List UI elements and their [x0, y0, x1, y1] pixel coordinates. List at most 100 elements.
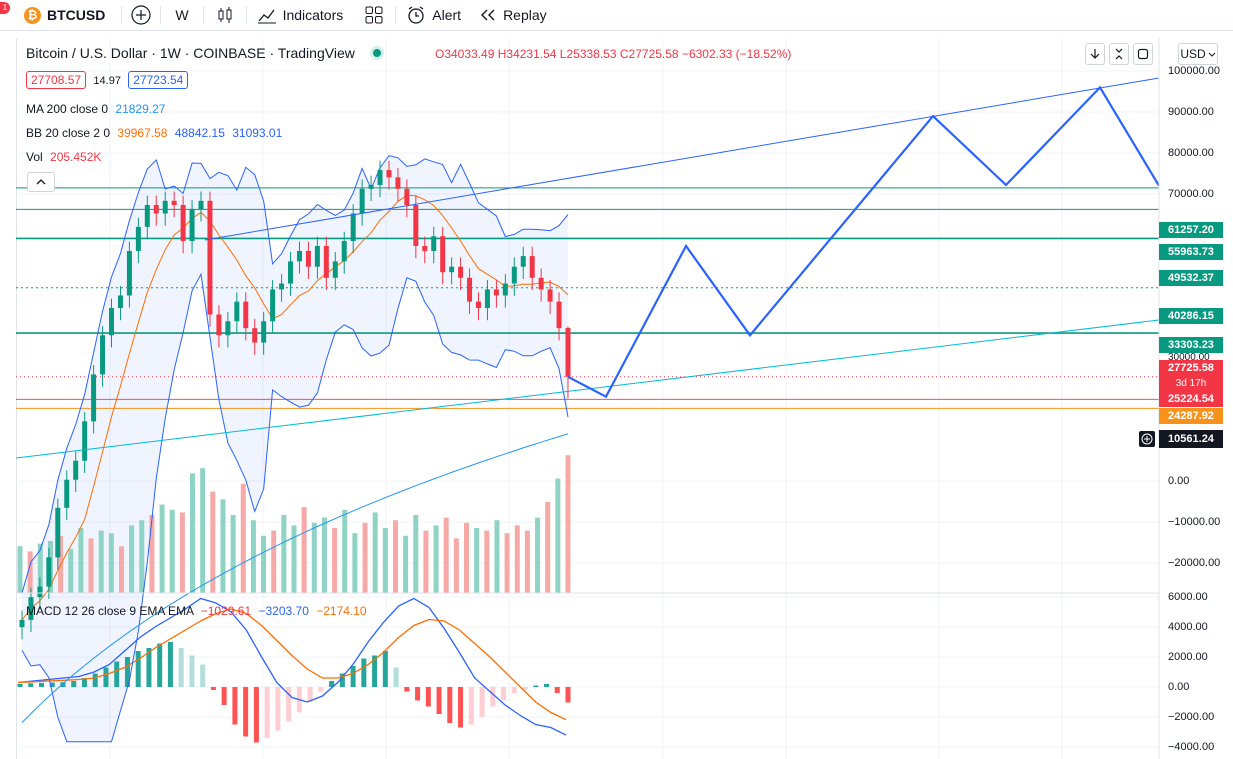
level-tag[interactable]: 40286.15	[1159, 308, 1223, 324]
drawing-tools-strip	[0, 38, 17, 759]
bollinger-lower	[21, 272, 569, 743]
macd-bar	[554, 687, 560, 693]
macd-bar	[511, 687, 517, 693]
candle	[341, 241, 347, 262]
macd-bar	[232, 687, 238, 725]
volume-bars	[17, 455, 571, 593]
volume-bar	[565, 455, 571, 593]
chart-type-button[interactable]	[204, 0, 246, 30]
symbol-title: Bitcoin / U.S. Dollar · 1W · COINBASE · …	[26, 45, 355, 61]
macd-legend[interactable]: MACD 12 26 close 9 EMA EMA −1029.61 −320…	[26, 604, 367, 618]
candle	[386, 170, 392, 178]
candle	[46, 557, 52, 587]
market-status-icon	[372, 49, 381, 57]
ohlc-close: C27725.58	[619, 47, 679, 61]
volume-bar	[200, 468, 206, 593]
candle	[126, 250, 132, 296]
level-tag[interactable]: 49532.37	[1159, 270, 1223, 286]
vol-label: Vol	[26, 150, 43, 164]
add-level-button[interactable]	[1139, 431, 1155, 447]
candle	[556, 301, 562, 329]
candle	[270, 289, 276, 322]
ma-legend[interactable]: MA 200 close 0 21829.27	[26, 102, 165, 116]
candles	[19, 160, 571, 640]
candle	[431, 236, 437, 251]
candle	[261, 321, 267, 343]
level-tag[interactable]: 55963.73	[1159, 244, 1223, 260]
currency-label: USD	[1180, 47, 1206, 61]
currency-dropdown[interactable]: USD	[1178, 43, 1218, 65]
top-toolbar: 1 ₿ BTCUSD W Indicators Alert Replay	[0, 0, 1233, 31]
macd-bar	[350, 666, 356, 687]
level-tag[interactable]: 61257.20	[1159, 222, 1223, 238]
layout-button[interactable]	[353, 0, 395, 30]
candle	[296, 250, 302, 262]
indicators-button[interactable]: Indicators	[247, 0, 354, 30]
candle	[189, 209, 195, 242]
trendline-upper[interactable]	[204, 77, 1160, 241]
macd-bar	[458, 687, 464, 728]
macd-bar	[361, 658, 367, 687]
signal-line	[17, 608, 567, 721]
notification-badge[interactable]: 1	[0, 2, 10, 14]
candle	[314, 245, 320, 267]
candle	[162, 200, 168, 214]
volume-bar	[281, 515, 287, 593]
macd-axis-label: 0.00	[1168, 681, 1190, 693]
bb-legend[interactable]: BB 20 close 2 0 39967.58 48842.15 31093.…	[26, 126, 282, 140]
volume-bar	[108, 533, 114, 593]
macd-bar	[167, 642, 173, 687]
volume-bar	[453, 538, 459, 593]
buy-price-button[interactable]: 27723.54	[128, 71, 189, 89]
candle	[359, 188, 365, 214]
volume-bar	[17, 546, 23, 593]
macd-bar	[60, 682, 66, 687]
ma-value: 21829.27	[115, 102, 166, 116]
vol-legend[interactable]: Vol 205.452K	[26, 150, 101, 164]
candle	[82, 421, 88, 461]
alert-button[interactable]: Alert	[396, 0, 471, 30]
level-tag[interactable]: 25224.54	[1159, 391, 1223, 407]
candle	[493, 289, 499, 296]
candle	[100, 335, 106, 375]
bb-upper-value: 48842.15	[174, 126, 225, 140]
interval-button[interactable]: W	[161, 0, 202, 30]
scroll-down-button[interactable]	[1085, 43, 1105, 65]
compare-button[interactable]	[122, 0, 160, 30]
maximize-button[interactable]	[1133, 43, 1153, 65]
volume-bar	[98, 530, 104, 593]
layout-icon	[365, 6, 383, 24]
macd-axis-label: 2000.00	[1168, 651, 1208, 663]
level-tag[interactable]: 24287.92	[1159, 408, 1223, 424]
projection-path[interactable]	[567, 85, 1160, 399]
candle	[243, 301, 249, 329]
candle	[144, 204, 150, 227]
macd-signal-value: −2174.10	[316, 604, 367, 618]
macd-bar	[264, 687, 270, 738]
collapse-legend-button[interactable]	[27, 172, 55, 192]
trendline-lower[interactable]	[15, 319, 1160, 459]
macd-bar	[286, 687, 292, 722]
macd-axis-label: −4000.00	[1168, 741, 1215, 753]
ohlc-low: L25338.53	[559, 47, 617, 61]
fullscreen-button[interactable]	[1109, 43, 1129, 65]
replay-button[interactable]: Replay	[471, 0, 555, 30]
macd-axis-label: 6000.00	[1168, 591, 1208, 603]
ohlc-high: H34231.54	[497, 47, 557, 61]
candle	[19, 619, 25, 628]
macd-bar	[415, 687, 421, 701]
macd-bar	[178, 648, 184, 687]
macd-bar	[501, 687, 507, 701]
bid-ask-row: 27708.57 14.97 27723.54	[26, 71, 189, 89]
level-tag[interactable]: 33303.23	[1159, 337, 1223, 353]
macd-line	[17, 597, 567, 736]
sell-price-button[interactable]: 27708.57	[26, 71, 87, 89]
macd-bar	[544, 684, 550, 687]
symbol-search-button[interactable]: ₿ BTCUSD	[0, 0, 113, 30]
last-price-tag[interactable]: 27725.58 3d 17h	[1159, 360, 1223, 392]
volume-bar	[524, 530, 530, 593]
volume-axis-label: −20000.00	[1168, 557, 1221, 569]
candle	[422, 245, 428, 251]
bollinger-upper	[21, 155, 569, 594]
